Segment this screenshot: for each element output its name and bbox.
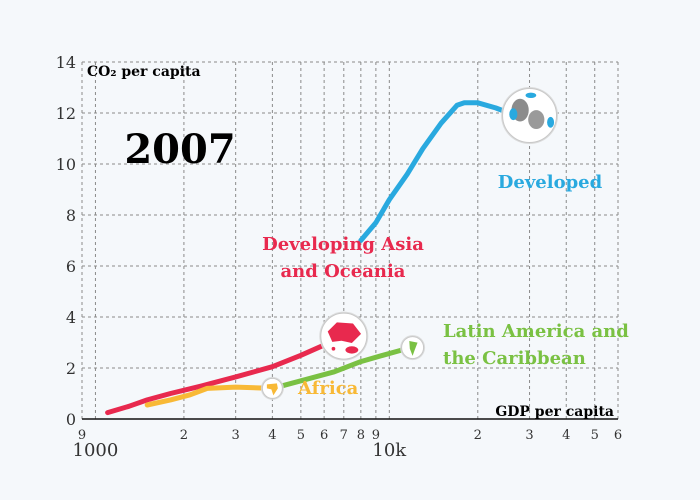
- y-tick-label: 10: [56, 155, 76, 174]
- x-minor-tick-label: 7: [340, 428, 348, 443]
- x-minor-tick-label: 9: [78, 428, 86, 443]
- x-minor-tick-label: 3: [232, 428, 240, 443]
- x-major-tick-label: 1000: [73, 440, 119, 461]
- x-minor-tick-label: 2: [180, 428, 188, 443]
- x-minor-tick-label: 6: [320, 428, 328, 443]
- series-label: Africa: [297, 378, 359, 399]
- y-tick-label: 0: [66, 410, 76, 429]
- x-minor-tick-label: 3: [525, 428, 533, 443]
- south-america-icon: [400, 335, 426, 361]
- y-tick-label: 4: [66, 308, 76, 327]
- series-icons: [260, 87, 559, 400]
- y-tick-label: 8: [66, 206, 76, 225]
- x-minor-tick-label: 8: [357, 428, 365, 443]
- series-label: Developed: [498, 172, 603, 193]
- asia-oceania-icon: [319, 311, 369, 361]
- x-minor-tick-label: 5: [297, 428, 305, 443]
- y-tick-label: 12: [56, 104, 76, 123]
- x-minor-tick-label: 5: [591, 428, 599, 443]
- x-minor-tick-label: 4: [562, 428, 570, 443]
- year-label: 2007: [124, 126, 235, 173]
- x-minor-tick-label: 9: [372, 428, 380, 443]
- y-axis-title: CO₂ per capita: [87, 64, 201, 80]
- series-line: [358, 100, 532, 243]
- series-label: Latin America and the Caribbean: [443, 321, 629, 369]
- x-major-tick-label: 10k: [372, 440, 407, 461]
- x-minor-tick-label: 2: [474, 428, 482, 443]
- y-tick-label: 6: [66, 257, 76, 276]
- y-tick-label: 2: [66, 359, 76, 378]
- globe-icon: [501, 87, 559, 145]
- series-labels: Developed Developing Asia and Oceania Latin…: [262, 172, 629, 399]
- y-tick-label: 14: [56, 53, 76, 72]
- series-line: [144, 384, 275, 408]
- series-line: [105, 333, 347, 416]
- africa-icon: [260, 376, 284, 400]
- series-label: Developing Asia and Oceania: [262, 234, 424, 282]
- x-minor-tick-label: 6: [614, 428, 622, 443]
- x-axis-title: GDP per capita: [495, 404, 614, 420]
- x-minor-tick-label: 4: [268, 428, 276, 443]
